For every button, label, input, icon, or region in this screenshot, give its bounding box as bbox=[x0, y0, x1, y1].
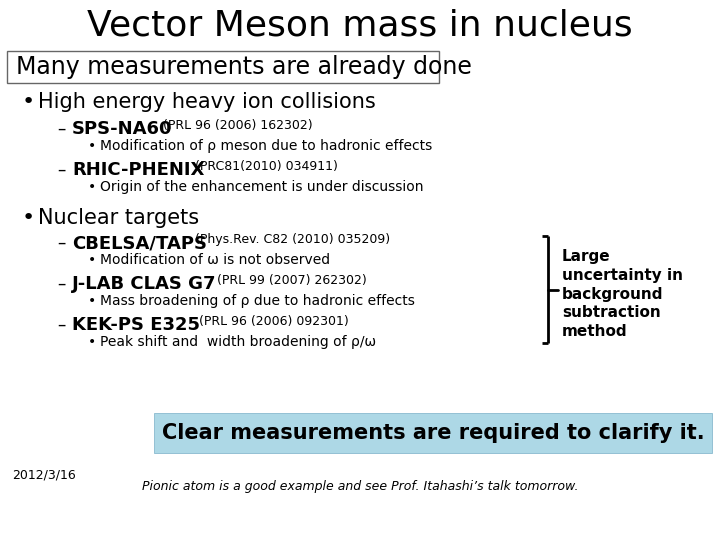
Text: –: – bbox=[58, 161, 71, 179]
Text: •: • bbox=[88, 139, 96, 153]
Text: KEK-PS E325: KEK-PS E325 bbox=[72, 316, 200, 334]
Text: –: – bbox=[58, 234, 71, 252]
Text: Nuclear targets: Nuclear targets bbox=[38, 208, 199, 228]
Text: –: – bbox=[58, 316, 71, 334]
Text: (PRL 99 (2007) 262302): (PRL 99 (2007) 262302) bbox=[213, 274, 366, 287]
Text: Clear measurements are required to clarify it.: Clear measurements are required to clari… bbox=[162, 423, 704, 443]
Text: (Phys.Rev. C82 (2010) 035209): (Phys.Rev. C82 (2010) 035209) bbox=[192, 233, 390, 246]
Text: SPS-NA60: SPS-NA60 bbox=[72, 120, 173, 138]
Text: •: • bbox=[88, 335, 96, 349]
Text: –: – bbox=[58, 120, 71, 138]
Text: Modification of ρ meson due to hadronic effects: Modification of ρ meson due to hadronic … bbox=[100, 139, 432, 153]
Text: •: • bbox=[88, 294, 96, 308]
Text: Peak shift and  width broadening of ρ/ω: Peak shift and width broadening of ρ/ω bbox=[100, 335, 376, 349]
Text: –: – bbox=[58, 275, 71, 293]
Text: High energy heavy ion collisions: High energy heavy ion collisions bbox=[38, 92, 376, 112]
Text: (PRL 96 (2006) 162302): (PRL 96 (2006) 162302) bbox=[158, 119, 312, 132]
Text: Pionic atom is a good example and see Prof. Itahashi’s talk tomorrow.: Pionic atom is a good example and see Pr… bbox=[142, 480, 578, 493]
Text: •: • bbox=[22, 208, 35, 228]
Text: •: • bbox=[22, 92, 35, 112]
Text: •: • bbox=[88, 180, 96, 194]
Text: •: • bbox=[88, 253, 96, 267]
Text: Vector Meson mass in nucleus: Vector Meson mass in nucleus bbox=[87, 8, 633, 42]
Text: Many measurements are already done: Many measurements are already done bbox=[16, 55, 472, 79]
Text: Large
uncertainty in
background
subtraction
method: Large uncertainty in background subtract… bbox=[562, 249, 683, 339]
Text: Modification of ω is not observed: Modification of ω is not observed bbox=[100, 253, 330, 267]
Text: RHIC-PHENIX: RHIC-PHENIX bbox=[72, 161, 204, 179]
Text: 2012/3/16: 2012/3/16 bbox=[12, 468, 76, 481]
Text: CBELSA/TAPS: CBELSA/TAPS bbox=[72, 234, 207, 252]
Text: (PRC81(2010) 034911): (PRC81(2010) 034911) bbox=[192, 160, 338, 173]
Text: Origin of the enhancement is under discussion: Origin of the enhancement is under discu… bbox=[100, 180, 423, 194]
FancyBboxPatch shape bbox=[7, 51, 439, 83]
Text: J-LAB CLAS G7: J-LAB CLAS G7 bbox=[72, 275, 217, 293]
FancyBboxPatch shape bbox=[154, 413, 712, 453]
Text: (PRL 96 (2006) 092301): (PRL 96 (2006) 092301) bbox=[192, 315, 349, 328]
Text: Mass broadening of ρ due to hadronic effects: Mass broadening of ρ due to hadronic eff… bbox=[100, 294, 415, 308]
